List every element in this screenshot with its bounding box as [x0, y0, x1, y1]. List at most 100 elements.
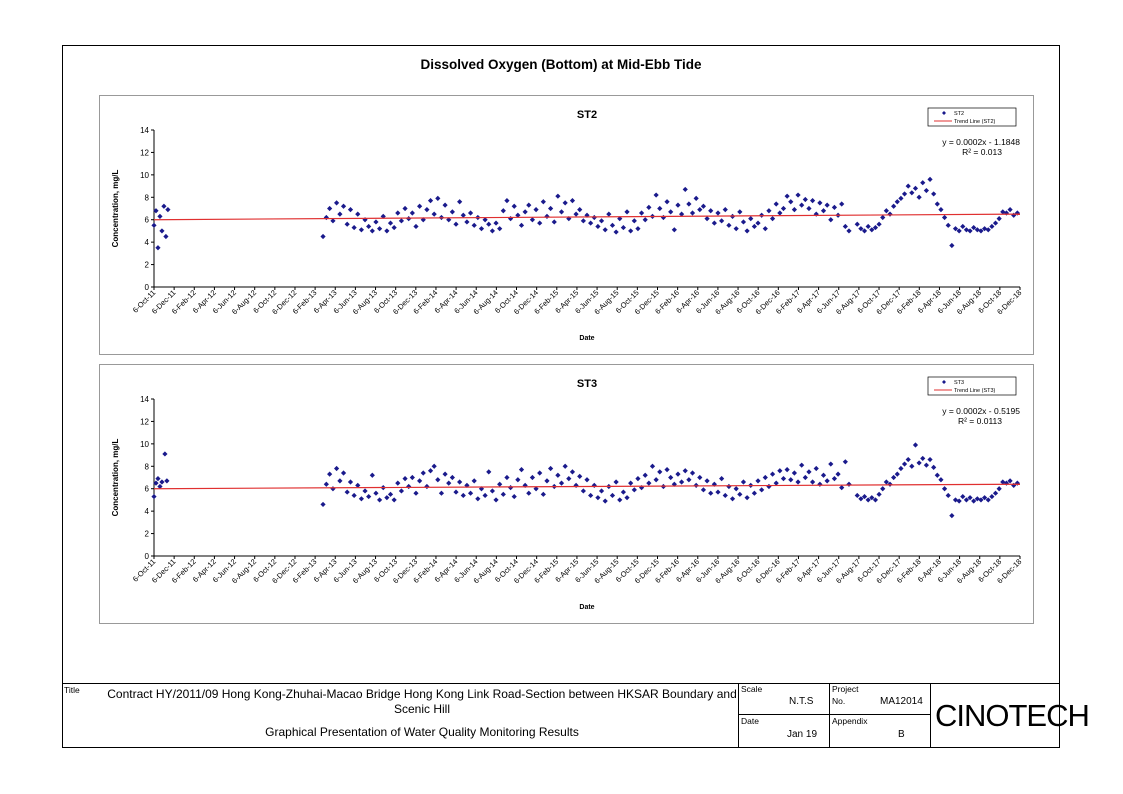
- data-point: [755, 478, 761, 484]
- data-point: [642, 217, 648, 223]
- data-point: [162, 451, 168, 457]
- data-point: [839, 484, 845, 491]
- data-point: [869, 495, 875, 501]
- data-point: [831, 204, 838, 210]
- data-point: [424, 207, 430, 213]
- data-point: [883, 208, 889, 214]
- data-point: [726, 222, 732, 228]
- data-point: [620, 489, 626, 495]
- data-point: [891, 203, 897, 209]
- y-tick-label: 10: [140, 440, 149, 449]
- data-point: [478, 486, 485, 492]
- data-point: [992, 490, 999, 496]
- data-point: [726, 483, 732, 490]
- data-point: [620, 224, 626, 231]
- data-point: [340, 203, 347, 209]
- y-tick-label: 14: [140, 395, 149, 404]
- data-point: [591, 214, 597, 221]
- data-point: [996, 486, 1002, 492]
- data-point: [788, 199, 794, 205]
- data-point: [362, 488, 368, 494]
- data-point: [435, 477, 441, 483]
- data-point: [555, 193, 561, 199]
- data-point: [529, 217, 536, 223]
- data-point: [784, 467, 790, 473]
- data-point: [697, 207, 703, 213]
- data-point: [791, 470, 798, 476]
- data-point: [642, 472, 648, 478]
- data-point: [916, 460, 922, 466]
- data-point: [744, 495, 750, 501]
- y-tick-label: 4: [145, 507, 150, 516]
- data-point: [366, 493, 372, 500]
- data-point: [595, 223, 601, 230]
- y-axis-label: Concentration, mg/L: [111, 170, 120, 248]
- data-point: [373, 219, 379, 225]
- data-point: [894, 471, 900, 477]
- data-point: [497, 481, 503, 487]
- data-point: [920, 455, 926, 462]
- data-point: [952, 226, 959, 232]
- data-point: [413, 223, 419, 230]
- cinotech-logo: CINOTECH: [935, 698, 1090, 733]
- data-point: [417, 203, 423, 209]
- data-point: [949, 242, 955, 249]
- data-point: [722, 207, 728, 213]
- project-value: MA12014: [880, 696, 923, 707]
- data-point: [511, 493, 517, 500]
- data-point: [457, 199, 463, 205]
- chart-title: ST2: [577, 109, 597, 121]
- data-point: [566, 215, 572, 222]
- data-point: [406, 483, 412, 490]
- data-point: [653, 192, 659, 198]
- data-point: [711, 481, 717, 487]
- data-point: [923, 462, 929, 468]
- data-point: [931, 191, 937, 197]
- project-no-label: No.: [832, 696, 846, 706]
- data-point: [464, 219, 470, 225]
- data-point: [1007, 207, 1013, 213]
- data-point: [769, 215, 776, 222]
- data-point: [344, 489, 350, 495]
- data-point: [518, 467, 525, 473]
- data-point: [869, 227, 875, 233]
- x-axis-label: Date: [579, 335, 594, 342]
- trend-equation: R² = 0.013: [962, 147, 1002, 157]
- chart-st2: ST2 0 2 4 6 8 10 12 14 6-Oct-11 6-Dec-11 6-Feb-12 6-…: [99, 95, 1034, 355]
- data-point: [883, 479, 889, 485]
- data-point: [551, 219, 557, 225]
- data-point: [580, 218, 586, 224]
- data-point: [780, 476, 787, 482]
- data-point: [391, 497, 397, 503]
- data-point: [828, 217, 834, 223]
- data-point: [391, 224, 397, 231]
- data-point: [817, 200, 823, 206]
- data-point: [802, 474, 808, 481]
- data-point: [989, 493, 995, 500]
- data-point: [398, 218, 405, 224]
- data-point: [931, 464, 937, 471]
- data-point: [762, 226, 768, 232]
- data-point: [671, 481, 677, 487]
- data-point: [657, 469, 663, 475]
- data-point: [515, 212, 521, 218]
- data-point: [624, 209, 630, 215]
- data-point: [693, 195, 699, 202]
- data-point: [784, 193, 790, 199]
- data-point: [909, 463, 915, 469]
- data-point: [901, 461, 908, 467]
- data-point: [668, 474, 674, 481]
- data-point: [912, 185, 919, 191]
- data-point: [780, 205, 787, 212]
- data-point: [635, 476, 641, 482]
- title-block-top-border: [62, 683, 1060, 684]
- data-point: [891, 474, 897, 481]
- data-point: [493, 220, 499, 226]
- data-point: [912, 442, 919, 448]
- data-point: [839, 201, 845, 207]
- appendix-cell: Appendix B: [829, 715, 930, 748]
- y-tick-label: 0: [145, 283, 150, 292]
- data-point: [526, 490, 532, 496]
- data-point: [945, 492, 951, 499]
- data-point: [453, 221, 459, 227]
